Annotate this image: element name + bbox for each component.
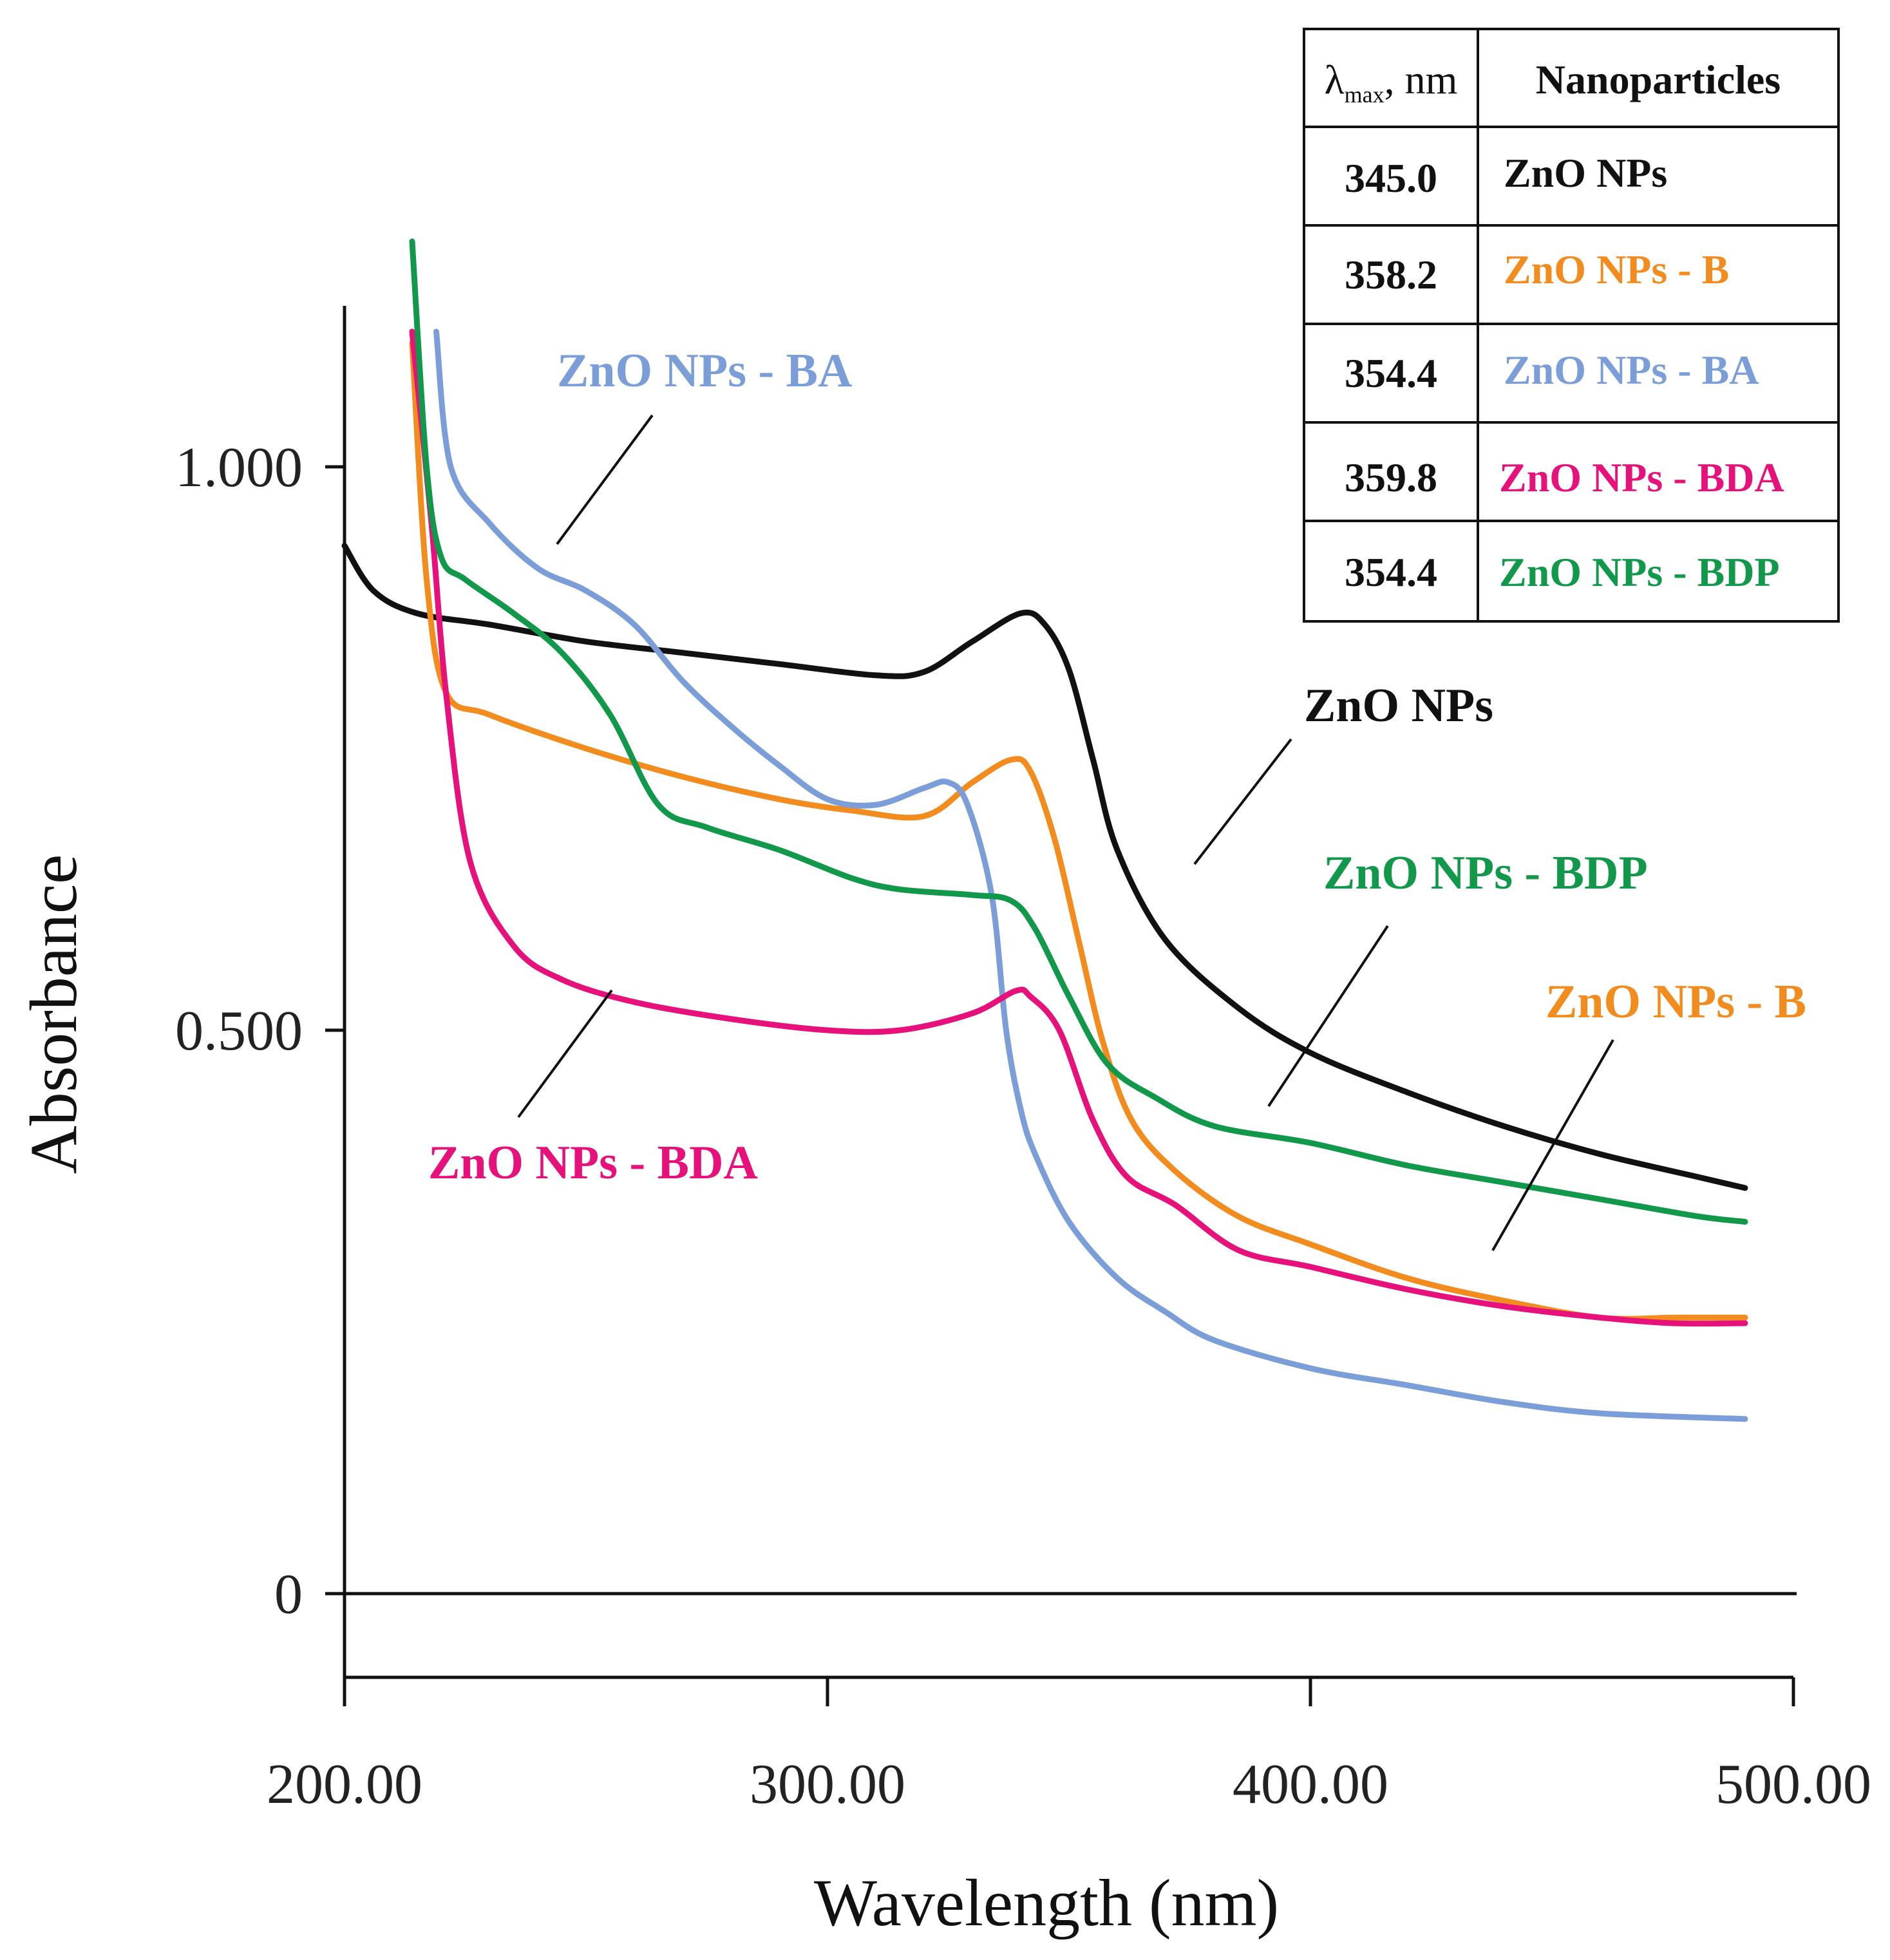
x-tick-label: 300.00 bbox=[750, 1753, 905, 1816]
series-line-zno-nps-bda bbox=[409, 328, 1748, 1327]
table-cell-name: ZnO NPs - B bbox=[1504, 247, 1729, 292]
curve-label-zno: ZnO NPs bbox=[1304, 679, 1493, 732]
curve-label-b: ZnO NPs - B bbox=[1545, 975, 1806, 1028]
table-header-lambda: λmax, nm bbox=[1325, 57, 1458, 108]
y-tick-label: 0 bbox=[274, 1563, 303, 1626]
table-cell-name: ZnO NPs bbox=[1504, 150, 1667, 196]
curve-label-bda: ZnO NPs - BDA bbox=[428, 1136, 758, 1189]
leader-line-b bbox=[1491, 1039, 1614, 1251]
curve-label-ba: ZnO NPs - BA bbox=[557, 344, 852, 397]
table-header-lambda-subscript: max bbox=[1345, 82, 1384, 108]
axes bbox=[325, 306, 1797, 1679]
table-header-nanoparticles: Nanoparticles bbox=[1536, 57, 1781, 102]
table-cell-lambda: 358.2 bbox=[1345, 252, 1437, 297]
y-axis-title: Absorbance bbox=[17, 854, 91, 1174]
table-cell-lambda: 345.0 bbox=[1345, 155, 1437, 201]
curve-label-bdp: ZnO NPs - BDP bbox=[1323, 847, 1648, 900]
leader-line-bdp bbox=[1267, 925, 1389, 1107]
series-line-zno-nps bbox=[341, 543, 1748, 1191]
x-tick-label: 200.00 bbox=[267, 1753, 422, 1816]
table-header-lambda-symbol: λ bbox=[1325, 57, 1345, 102]
x-ticks: 200.00 300.00 400.00 500.00 bbox=[267, 1677, 1871, 1816]
curve-labels: ZnO NPs - BA ZnO NPs ZnO NPs - BDP ZnO N… bbox=[428, 344, 1806, 1189]
leader-lines bbox=[517, 414, 1614, 1251]
series-line-zno-nps-bdp bbox=[409, 238, 1748, 1225]
x-axis-title: Wavelength (nm) bbox=[814, 1866, 1279, 1940]
leader-line-bda bbox=[517, 989, 613, 1118]
y-tick-label: 1.000 bbox=[175, 437, 303, 499]
table-cell-lambda: 359.8 bbox=[1345, 455, 1437, 500]
x-tick-label: 500.00 bbox=[1715, 1753, 1871, 1816]
y-ticks: 0 0.500 1.000 bbox=[175, 437, 345, 1626]
table-cell-name: ZnO NPs - BA bbox=[1504, 347, 1759, 393]
series-line-zno-nps-b bbox=[409, 340, 1748, 1322]
table-cell-lambda: 354.4 bbox=[1345, 549, 1437, 595]
series-line-zno-nps-ba bbox=[433, 328, 1748, 1422]
table-cell-lambda: 354.4 bbox=[1345, 350, 1437, 396]
leader-line-zno bbox=[1193, 738, 1292, 865]
curves bbox=[341, 238, 1748, 1422]
y-tick-label: 0.500 bbox=[175, 1000, 303, 1062]
leader-line-ba bbox=[556, 414, 654, 545]
table-header-lambda-unit: , nm bbox=[1384, 57, 1458, 102]
x-tick-label: 400.00 bbox=[1233, 1753, 1388, 1816]
table-cell-name: ZnO NPs - BDP bbox=[1499, 549, 1780, 595]
legend-table: λmax, nm Nanoparticles 345.0 ZnO NPs 358… bbox=[1303, 28, 1840, 623]
table-cell-name: ZnO NPs - BDA bbox=[1499, 455, 1784, 500]
